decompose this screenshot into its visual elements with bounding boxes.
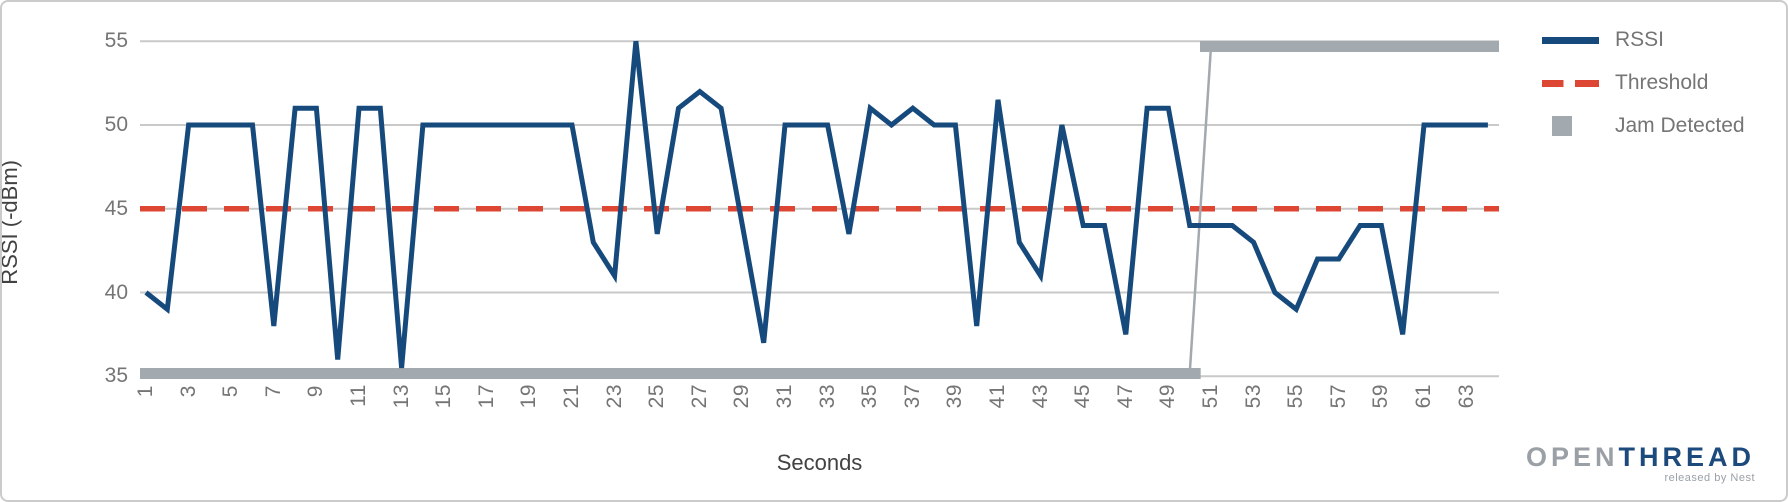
- y-tick-label: 40: [104, 280, 128, 304]
- x-tick-label: 17: [474, 384, 498, 409]
- legend-item-jam-detected: Jam Detected: [1542, 113, 1745, 139]
- x-tick-label: 25: [645, 384, 669, 409]
- x-tick-label: 35: [858, 384, 882, 409]
- x-tick-label: 41: [986, 384, 1009, 409]
- legend-label-rssi: RSSI: [1615, 28, 1665, 51]
- x-tick-label: 55: [1284, 384, 1308, 409]
- y-tick-label: 35: [104, 364, 128, 388]
- jam-square-swatch-icon: [1542, 116, 1599, 136]
- x-tick-label: 51: [1199, 384, 1222, 409]
- x-tick-label: 33: [815, 384, 839, 409]
- openthread-logo-wordmark: OPENTHREAD: [1526, 444, 1755, 471]
- y-tick-label: 55: [104, 29, 128, 53]
- x-tick-label: 27: [687, 384, 711, 409]
- x-tick-label: 11: [347, 384, 370, 407]
- rssi-line: [144, 40, 1488, 369]
- x-tick-label: 47: [1113, 384, 1137, 409]
- x-tick-label: 57: [1326, 384, 1350, 409]
- jam-transition-line: [1188, 46, 1213, 374]
- x-tick-label: 9: [304, 384, 328, 397]
- x-tick-label: 3: [176, 384, 200, 397]
- legend-item-threshold: Threshold: [1542, 70, 1745, 96]
- legend-label-threshold: Threshold: [1615, 71, 1709, 94]
- x-tick-label: 43: [1028, 384, 1052, 409]
- logo-thread-text: THREAD: [1618, 442, 1755, 472]
- x-tick-label: 19: [517, 384, 541, 409]
- x-tick-label: 45: [1071, 384, 1095, 409]
- x-tick-label: 37: [900, 384, 924, 409]
- legend: RSSI Threshold Jam Detected: [1542, 27, 1745, 139]
- threshold-dash-swatch-icon: [1542, 79, 1599, 87]
- x-tick-label: 63: [1454, 384, 1478, 409]
- x-tick-label: 31: [773, 384, 796, 409]
- x-tick-label: 59: [1369, 384, 1393, 409]
- x-axis-title: Seconds: [776, 450, 863, 475]
- x-tick-label: 5: [219, 384, 243, 397]
- x-tick-label: 39: [943, 384, 967, 409]
- x-tick-label: 21: [560, 384, 583, 409]
- x-tick-label: 53: [1241, 384, 1265, 409]
- x-tick-label: 13: [389, 384, 413, 409]
- logo-tagline: released by Nest: [1664, 472, 1755, 484]
- logo-open-text: OPEN: [1525, 442, 1619, 472]
- x-tick-label: 1: [134, 384, 157, 397]
- x-tick-label: 15: [432, 384, 456, 409]
- x-tick-label: 61: [1412, 384, 1435, 409]
- y-tick-label: 50: [104, 112, 128, 136]
- rssi-line-swatch-icon: [1542, 36, 1599, 44]
- x-tick-label: 49: [1156, 384, 1180, 409]
- legend-label-jam-detected: Jam Detected: [1615, 114, 1745, 137]
- x-tick-label: 23: [602, 384, 626, 409]
- x-tick-label: 7: [261, 384, 285, 397]
- x-tick-label: 29: [730, 384, 754, 409]
- openthread-logo: OPENTHREAD released by Nest: [1526, 444, 1755, 485]
- y-tick-label: 45: [104, 196, 128, 220]
- legend-item-rssi: RSSI: [1542, 27, 1745, 53]
